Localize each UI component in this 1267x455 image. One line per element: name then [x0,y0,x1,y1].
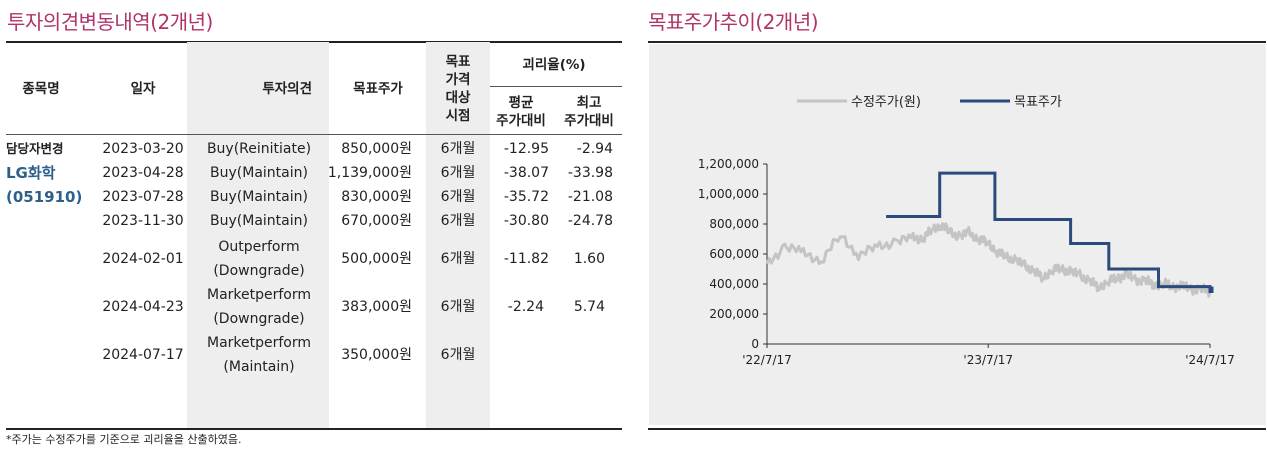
right-section-title: 목표주가추이(2개년) [648,10,819,34]
row-avg-disparity: -30.80 [503,213,549,229]
row-date: 2023-04-28 [102,165,184,181]
chart-top-rule [648,41,1266,43]
row-basis: 6개월 [440,189,476,205]
header-sub-rule [490,86,622,87]
series-line-price [765,222,1212,298]
y-tick-label: 400,000 [709,277,759,291]
row-max-disparity: -24.78 [567,213,613,229]
row-basis: 6개월 [440,299,476,315]
row-date: 2023-11-30 [102,213,184,229]
row-date: 2023-07-28 [102,189,184,205]
header-opinion: 투자의견 [262,81,312,97]
row-avg-disparity: -12.95 [503,141,549,157]
y-tick-label: 0 [751,337,759,351]
row-target-price: 850,000원 [341,141,412,157]
header-max-disparity: 최고 주가대비 [564,95,614,129]
header-date: 일자 [130,81,156,97]
row-date: 2024-04-23 [102,299,184,315]
row-max-disparity: -33.98 [567,165,613,181]
row-max-disparity: -2.94 [576,141,613,157]
x-tick-label: '23/7/17 [963,353,1013,367]
row-avg-disparity: -11.82 [503,251,549,267]
row-basis: 6개월 [440,213,476,229]
y-tick-label: 600,000 [709,247,759,261]
row-opinion: Buy(Maintain) [210,213,308,229]
x-tick-label: '24/7/17 [1185,353,1235,367]
header-avg-disparity: 평균 주가대비 [496,95,546,129]
series-line-target [886,171,1214,293]
company-name: LG화학 [6,164,56,182]
row-avg-disparity: -2.24 [507,299,544,315]
y-tick-label: 800,000 [709,217,759,231]
row-opinion: Buy(Reinitiate) [206,141,312,157]
row-avg-disparity: -38.07 [503,165,549,181]
shade-basis-column [426,42,490,429]
y-tick-label: 1,000,000 [698,187,759,201]
row-max-disparity: 5.74 [573,299,605,315]
chart-bottom-rule [648,428,1266,430]
shade-opinion-column [187,42,329,429]
company-code: (051910) [6,188,83,206]
header-target-basis: 목표 가격 대상 시점 [445,54,471,124]
row-date: 2024-02-01 [102,251,184,267]
row-target-price: 670,000원 [341,213,412,229]
header-target-price: 목표주가 [353,81,403,97]
row-date: 2023-03-20 [102,141,184,157]
row-max-disparity: -21.08 [567,189,613,205]
row-opinion: Buy(Maintain) [210,165,308,181]
row-opinion: Marketperform (Maintain) [206,335,312,375]
row-target-price: 830,000원 [341,189,412,205]
row-avg-disparity: -35.72 [503,189,549,205]
legend-label-price: 수정주가(원) [851,95,921,110]
row-target-price: 500,000원 [341,251,412,267]
row-target-price: 350,000원 [341,347,412,363]
row-opinion: Marketperform (Downgrade) [206,287,312,327]
row-opinion: Outperform (Downgrade) [213,239,305,279]
header-disparity: 괴리율(%) [522,57,586,73]
table-bottom-rule [6,428,622,430]
legend-label-target: 목표주가 [1014,95,1062,110]
row-target-price: 383,000원 [341,299,412,315]
y-tick-label: 1,200,000 [698,157,759,171]
row-date: 2024-07-17 [102,347,184,363]
footnote: *주가는 수정주가를 기준으로 괴리율을 산출하였음. [6,433,242,446]
chart-svg: 0 200,000 400,000 600,000 800,000 1,000,000 1,… [698,95,1235,367]
y-tick-label: 200,000 [709,307,759,321]
header-bottom-rule [6,134,622,135]
row-target-price: 1,139,000원 [327,165,412,181]
row-opinion: Buy(Maintain) [210,189,308,205]
row-basis: 6개월 [440,165,476,181]
row-basis: 6개월 [440,347,476,363]
left-section-title: 투자의견변동내역(2개년) [7,10,213,34]
row-basis: 6개월 [440,251,476,267]
row-max-disparity: 1.60 [573,251,605,267]
row-basis: 6개월 [440,141,476,157]
header-company: 종목명 [22,81,60,97]
x-tick-label: '22/7/17 [742,353,792,367]
analyst-change-label: 담당자변경 [6,141,64,156]
target-price-chart: 0 200,000 400,000 600,000 800,000 1,000,000 1,… [649,44,1266,425]
